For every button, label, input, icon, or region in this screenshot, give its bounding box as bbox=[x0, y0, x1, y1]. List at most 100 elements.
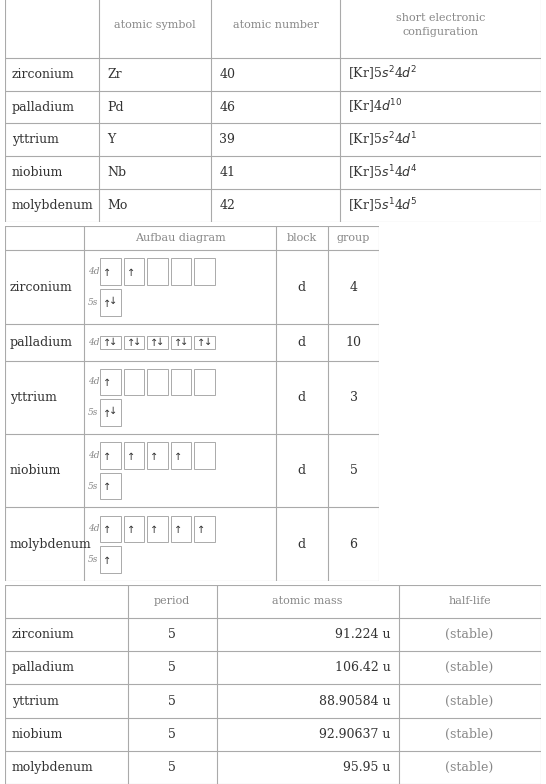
Text: 5: 5 bbox=[349, 464, 358, 477]
Text: Nb: Nb bbox=[107, 166, 126, 180]
Text: ↓: ↓ bbox=[180, 336, 188, 347]
Bar bbox=[100, 442, 121, 469]
Bar bbox=[194, 336, 215, 349]
Text: ↑: ↑ bbox=[103, 525, 111, 535]
Text: 5: 5 bbox=[168, 761, 176, 774]
Text: 91.224 u: 91.224 u bbox=[335, 628, 390, 641]
Bar bbox=[100, 368, 121, 395]
Text: ↓: ↓ bbox=[109, 296, 117, 306]
Text: ↑: ↑ bbox=[103, 409, 111, 419]
Bar bbox=[194, 259, 215, 285]
Bar bbox=[171, 516, 191, 542]
Text: 5: 5 bbox=[168, 728, 176, 741]
Text: zirconium: zirconium bbox=[12, 67, 75, 81]
Text: ↑: ↑ bbox=[197, 338, 206, 348]
Text: [Kr]5$s^1$4$d^5$: [Kr]5$s^1$4$d^5$ bbox=[348, 196, 418, 215]
Bar bbox=[171, 368, 191, 395]
Bar bbox=[100, 289, 121, 316]
Text: ↑: ↑ bbox=[150, 525, 158, 535]
Text: 39: 39 bbox=[219, 133, 235, 147]
Text: Mo: Mo bbox=[107, 199, 128, 212]
Bar bbox=[171, 259, 191, 285]
Text: ↓: ↓ bbox=[109, 336, 117, 347]
Text: ↑: ↑ bbox=[103, 338, 111, 348]
Text: period: period bbox=[154, 597, 191, 607]
Text: ↑: ↑ bbox=[127, 525, 135, 535]
Bar bbox=[123, 259, 144, 285]
Bar bbox=[100, 400, 121, 426]
Text: d: d bbox=[298, 538, 306, 550]
Text: ↓: ↓ bbox=[133, 336, 141, 347]
Text: ↑: ↑ bbox=[103, 299, 111, 309]
Text: ↑: ↑ bbox=[150, 338, 158, 348]
Text: ↓: ↓ bbox=[204, 336, 212, 347]
Text: ↑: ↑ bbox=[174, 452, 182, 462]
Text: 5s: 5s bbox=[88, 555, 98, 564]
Text: 5s: 5s bbox=[88, 298, 98, 307]
Text: atomic symbol: atomic symbol bbox=[115, 20, 196, 30]
Text: yttrium: yttrium bbox=[12, 695, 59, 707]
Text: molybdenum: molybdenum bbox=[12, 199, 93, 212]
Text: atomic mass: atomic mass bbox=[272, 597, 343, 607]
Bar bbox=[123, 368, 144, 395]
Text: [Kr]4$d^{10}$: [Kr]4$d^{10}$ bbox=[348, 98, 402, 116]
Text: (stable): (stable) bbox=[446, 662, 494, 674]
Bar bbox=[147, 336, 168, 349]
Text: 3: 3 bbox=[349, 390, 358, 404]
Text: 4d: 4d bbox=[88, 524, 99, 533]
Bar bbox=[147, 516, 168, 542]
Text: d: d bbox=[298, 281, 306, 293]
Bar bbox=[147, 442, 168, 469]
Text: 88.90584 u: 88.90584 u bbox=[319, 695, 390, 707]
Text: short electronic
configuration: short electronic configuration bbox=[395, 13, 485, 37]
Text: zirconium: zirconium bbox=[10, 281, 73, 293]
Text: 92.90637 u: 92.90637 u bbox=[319, 728, 390, 741]
Text: half-life: half-life bbox=[448, 597, 491, 607]
Text: ↑: ↑ bbox=[150, 452, 158, 462]
Text: 42: 42 bbox=[219, 199, 235, 212]
Bar bbox=[194, 442, 215, 469]
Text: (stable): (stable) bbox=[446, 628, 494, 641]
Text: ↑: ↑ bbox=[103, 378, 111, 388]
Text: 4d: 4d bbox=[88, 338, 99, 347]
Text: 46: 46 bbox=[219, 100, 235, 114]
Text: 4d: 4d bbox=[88, 451, 99, 459]
Bar bbox=[100, 516, 121, 542]
Text: zirconium: zirconium bbox=[12, 628, 75, 641]
Bar bbox=[147, 259, 168, 285]
Text: 5: 5 bbox=[168, 628, 176, 641]
Text: atomic number: atomic number bbox=[233, 20, 319, 30]
Bar bbox=[123, 516, 144, 542]
Bar bbox=[123, 336, 144, 349]
Text: niobium: niobium bbox=[12, 166, 63, 180]
Text: 41: 41 bbox=[219, 166, 235, 180]
Text: Pd: Pd bbox=[107, 100, 124, 114]
Text: ↓: ↓ bbox=[109, 406, 117, 416]
Text: ↑: ↑ bbox=[103, 268, 111, 278]
Text: d: d bbox=[298, 464, 306, 477]
Text: molybdenum: molybdenum bbox=[12, 761, 93, 774]
Text: (stable): (stable) bbox=[446, 761, 494, 774]
Text: ↑: ↑ bbox=[174, 525, 182, 535]
Bar bbox=[100, 336, 121, 349]
Text: Y: Y bbox=[107, 133, 115, 147]
Text: ↑: ↑ bbox=[197, 525, 206, 535]
Text: block: block bbox=[287, 233, 317, 243]
Text: 6: 6 bbox=[349, 538, 358, 550]
Text: palladium: palladium bbox=[12, 662, 75, 674]
Text: palladium: palladium bbox=[12, 100, 75, 114]
Text: [Kr]5$s^1$4$d^4$: [Kr]5$s^1$4$d^4$ bbox=[348, 164, 418, 182]
Text: molybdenum: molybdenum bbox=[10, 538, 92, 550]
Text: yttrium: yttrium bbox=[10, 390, 57, 404]
Bar bbox=[194, 516, 215, 542]
Bar bbox=[147, 368, 168, 395]
Text: group: group bbox=[337, 233, 370, 243]
Text: ↑: ↑ bbox=[127, 268, 135, 278]
Bar bbox=[100, 546, 121, 573]
Text: 106.42 u: 106.42 u bbox=[335, 662, 390, 674]
Text: [Kr]5$s^2$4$d^1$: [Kr]5$s^2$4$d^1$ bbox=[348, 131, 418, 149]
Text: 5: 5 bbox=[168, 662, 176, 674]
Text: 10: 10 bbox=[346, 336, 361, 349]
Text: (stable): (stable) bbox=[446, 728, 494, 741]
Text: 5: 5 bbox=[168, 695, 176, 707]
